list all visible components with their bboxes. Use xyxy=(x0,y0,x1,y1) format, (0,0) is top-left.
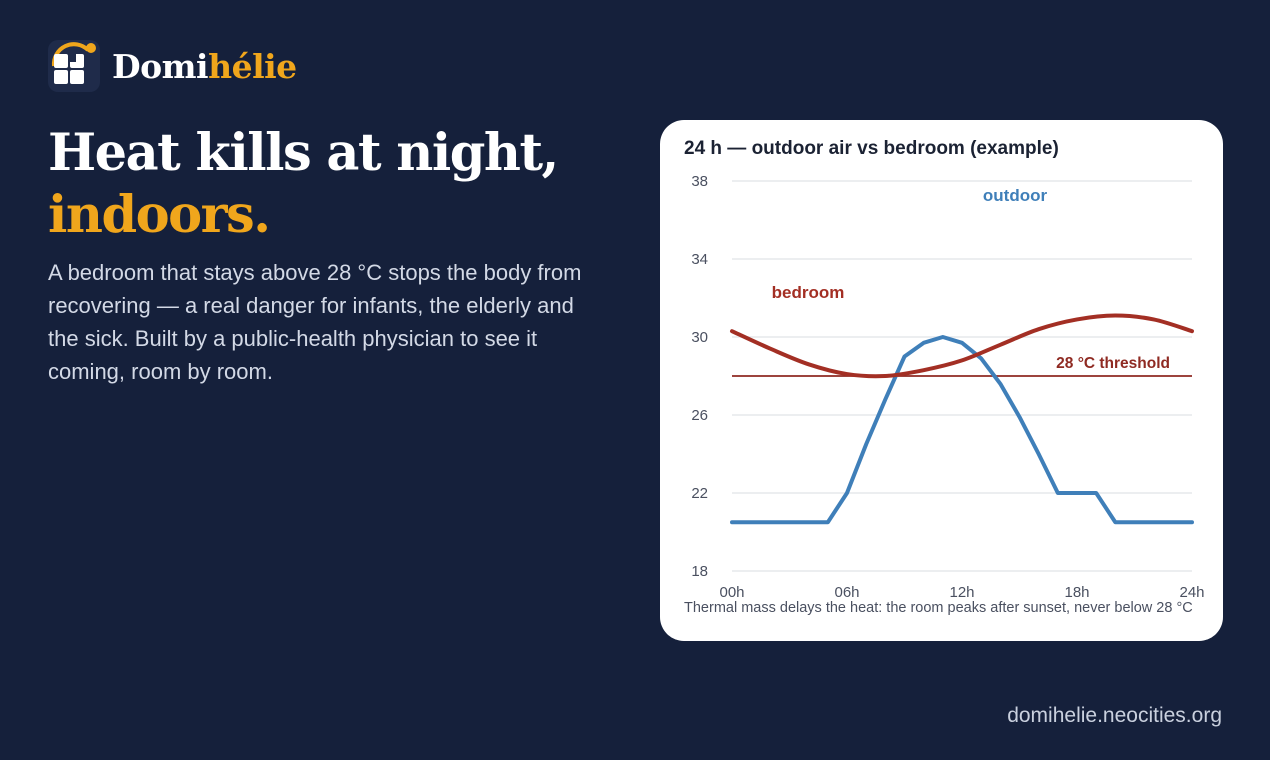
x-tick-label: 18h xyxy=(1064,584,1089,601)
footer-url[interactable]: domihelie.neocities.org xyxy=(1007,704,1222,727)
x-tick-label: 12h xyxy=(949,584,974,601)
y-tick-label: 30 xyxy=(691,329,708,346)
y-tick-label: 18 xyxy=(691,563,708,580)
series-label-outdoor: outdoor xyxy=(983,186,1048,205)
y-tick-label: 34 xyxy=(691,251,708,268)
headline-line2: indoors. xyxy=(48,185,271,245)
brand-accent: hélie xyxy=(208,46,297,86)
brand-name: Domihélie xyxy=(112,47,297,86)
x-tick-label: 24h xyxy=(1179,584,1204,601)
chart-caption: Thermal mass delays the heat: the room p… xyxy=(684,600,1193,616)
house-sun-icon xyxy=(48,40,100,92)
x-tick-label: 06h xyxy=(834,584,859,601)
y-tick-label: 22 xyxy=(691,485,708,502)
lede-text: A bedroom that stays above 28 °C stops t… xyxy=(48,260,582,384)
x-tick-label: 00h xyxy=(719,584,744,601)
series-line-outdoor xyxy=(730,335,1194,525)
headline-line1: Heat kills at night, xyxy=(48,123,559,183)
brand-prefix: Domi xyxy=(112,46,209,86)
y-tick-label: 26 xyxy=(691,407,708,424)
headline: Heat kills at night, indoors. xyxy=(48,122,559,246)
y-tick-label: 38 xyxy=(691,173,708,190)
series-label-bedroom: bedroom xyxy=(772,283,845,302)
temperature-chart: 18 22 26 30 34 38 00h 06h 12h 18h 24h 28 °C thresho… xyxy=(691,173,1204,601)
series-line-bedroom xyxy=(730,313,1194,379)
chart-card: 24 h — outdoor air vs bedroom (example) … xyxy=(660,120,1223,641)
threshold-label: 28 °C threshold xyxy=(1056,355,1170,372)
brand-logo: Domihélie xyxy=(48,40,297,92)
chart-title: 24 h — outdoor air vs bedroom (example) xyxy=(684,138,1059,159)
